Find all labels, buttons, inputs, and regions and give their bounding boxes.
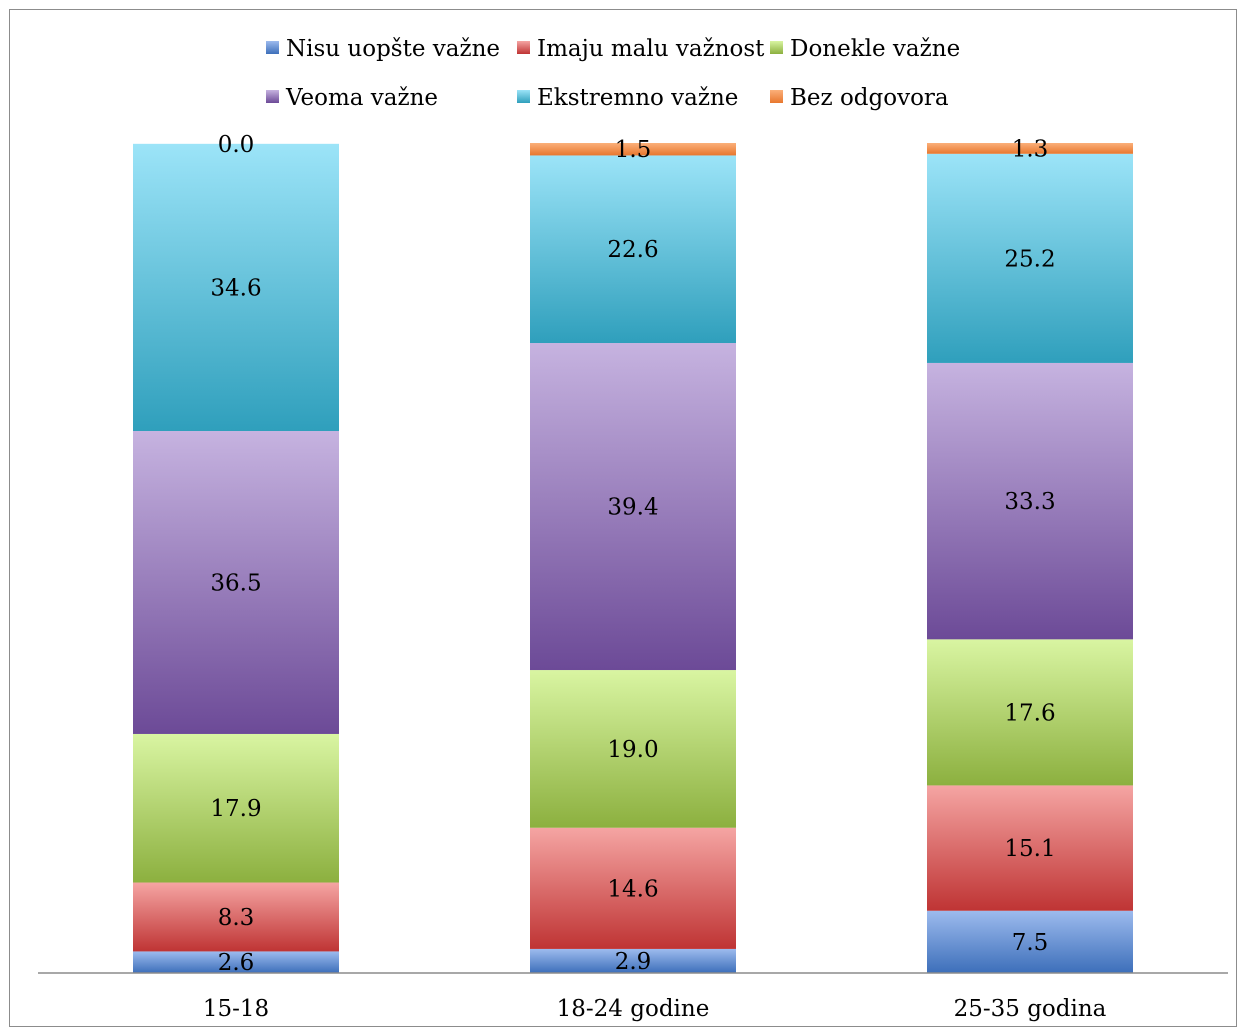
x-tick-label-15-18: 15-18 bbox=[203, 996, 269, 1022]
value-label-imaju-malu-vaznost-18-24-godine: 14.6 bbox=[607, 876, 658, 902]
legend-marker-veoma-vazne bbox=[266, 90, 279, 103]
value-label-bez-odgovora-25-35-godina: 1.3 bbox=[1012, 136, 1049, 162]
value-label-imaju-malu-vaznost-25-35-godina: 15.1 bbox=[1004, 836, 1055, 862]
bar-segment-imaju-malu-vaznost-25-35-godina bbox=[927, 785, 1133, 911]
value-label-veoma-vazne-18-24-godine: 39.4 bbox=[607, 495, 658, 521]
x-tick-label-25-35-godina: 25-35 godina bbox=[954, 996, 1107, 1022]
legend-label-donekle-vazne: Donekle važne bbox=[790, 36, 960, 62]
legend-marker-bez-odgovora bbox=[770, 90, 783, 103]
value-label-ekstremno-vazne-18-24-godine: 22.6 bbox=[607, 237, 658, 263]
value-label-nisu-uopste-vazne-15-18: 2.6 bbox=[218, 950, 255, 976]
legend-marker-ekstremno-vazne bbox=[517, 90, 530, 103]
value-label-donekle-vazne-25-35-godina: 17.6 bbox=[1004, 700, 1055, 726]
value-label-ekstremno-vazne-15-18: 34.6 bbox=[210, 275, 261, 301]
bar-segment-donekle-vazne-18-24-godine bbox=[530, 670, 736, 828]
value-label-bez-odgovora-15-18: 0.0 bbox=[218, 132, 255, 158]
bar-segment-veoma-vazne-25-35-godina bbox=[927, 362, 1133, 640]
bar-segment-ekstremno-vazne-25-35-godina bbox=[927, 153, 1133, 363]
legend-label-nisu-uopste-vazne: Nisu uopšte važne bbox=[286, 36, 500, 62]
bar-segment-veoma-vazne-15-18 bbox=[133, 431, 339, 734]
bars-group bbox=[133, 143, 1133, 973]
legend-label-imaju-malu-vaznost: Imaju malu važnost bbox=[537, 36, 765, 62]
bar-segment-veoma-vazne-18-24-godine bbox=[530, 343, 736, 671]
value-labels-group: 2.6 8.3 17.9 36.5 34.6 0.0 2.9 14.6 19.0 39.4 22.6… bbox=[210, 132, 1055, 976]
bar-segment-nisu-uopste-vazne-18-24-godine bbox=[530, 948, 736, 973]
bar-segment-nisu-uopste-vazne-25-35-godina bbox=[927, 910, 1133, 973]
bar-segment-imaju-malu-vaznost-15-18 bbox=[133, 882, 339, 952]
legend-marker-nisu-uopste-vazne bbox=[266, 41, 279, 54]
value-label-veoma-vazne-15-18: 36.5 bbox=[210, 570, 261, 596]
x-tick-label-18-24-godine: 18-24 godine bbox=[557, 996, 710, 1022]
legend-label-ekstremno-vazne: Ekstremno važne bbox=[537, 85, 738, 111]
value-label-donekle-vazne-15-18: 17.9 bbox=[210, 796, 261, 822]
x-tick-labels: 15-18 18-24 godine 25-35 godina bbox=[203, 996, 1107, 1022]
value-label-nisu-uopste-vazne-18-24-godine: 2.9 bbox=[615, 949, 652, 975]
value-label-nisu-uopste-vazne-25-35-godina: 7.5 bbox=[1012, 930, 1049, 956]
bar-segment-bez-odgovora-18-24-godine bbox=[530, 143, 736, 156]
value-label-donekle-vazne-18-24-godine: 19.0 bbox=[607, 737, 658, 763]
legend-label-veoma-vazne: Veoma važne bbox=[285, 85, 438, 111]
bar-segment-imaju-malu-vaznost-18-24-godine bbox=[530, 827, 736, 949]
bar-segment-ekstremno-vazne-18-24-godine bbox=[530, 155, 736, 344]
legend: Nisu uopšte važne Imaju malu važnost Donek… bbox=[266, 36, 960, 111]
value-label-ekstremno-vazne-25-35-godina: 25.2 bbox=[1004, 246, 1055, 272]
value-label-veoma-vazne-25-35-godina: 33.3 bbox=[1004, 489, 1055, 515]
bar-segment-nisu-uopste-vazne-15-18 bbox=[133, 951, 339, 973]
legend-marker-donekle-vazne bbox=[770, 41, 783, 54]
value-label-bez-odgovora-18-24-godine: 1.5 bbox=[615, 137, 652, 163]
legend-marker-imaju-malu-vaznost bbox=[517, 41, 530, 54]
legend-label-bez-odgovora: Bez odgovora bbox=[790, 85, 949, 111]
bar-segment-bez-odgovora-25-35-godina bbox=[927, 143, 1133, 154]
value-label-imaju-malu-vaznost-15-18: 8.3 bbox=[218, 905, 255, 931]
bar-segment-ekstremno-vazne-15-18 bbox=[133, 143, 339, 432]
bar-segment-donekle-vazne-15-18 bbox=[133, 733, 339, 883]
bar-segment-donekle-vazne-25-35-godina bbox=[927, 639, 1133, 786]
